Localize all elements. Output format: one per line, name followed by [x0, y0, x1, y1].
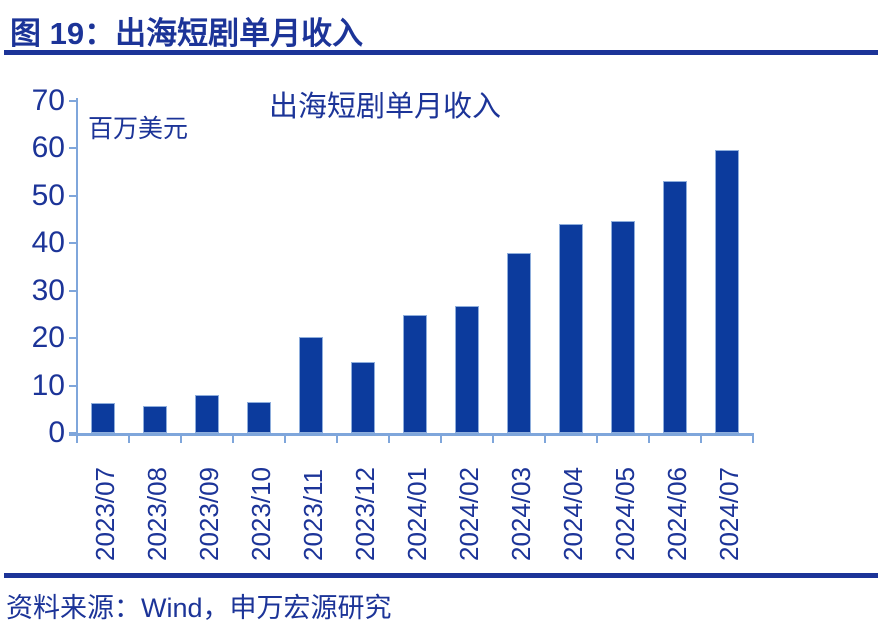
x-axis-tick	[596, 435, 598, 443]
x-axis-tick	[76, 435, 78, 443]
x-axis-line	[69, 433, 754, 436]
bar	[663, 181, 687, 433]
y-axis-tick	[69, 147, 77, 149]
x-axis-tick	[232, 435, 234, 443]
y-axis-tick-label: 50	[31, 178, 65, 212]
y-axis-tick	[69, 289, 77, 292]
bar	[507, 252, 531, 433]
x-axis-tick	[544, 435, 546, 443]
bar	[559, 223, 583, 433]
bar	[715, 149, 739, 433]
y-axis-tick	[69, 99, 77, 102]
x-axis-tick	[284, 435, 286, 443]
x-axis-tick	[440, 435, 442, 443]
x-axis-tick-label: 2024/07	[714, 467, 744, 561]
y-axis-line	[76, 98, 78, 435]
y-axis-tick	[69, 194, 77, 197]
x-axis-tick	[336, 435, 338, 443]
bar	[91, 403, 115, 433]
x-axis-tick	[128, 435, 130, 443]
y-axis-tick-label: 30	[31, 273, 65, 307]
x-axis-tick-label: 2023/09	[194, 467, 224, 561]
bar	[611, 220, 635, 433]
x-axis-tick-label: 2024/02	[454, 467, 484, 561]
y-axis-tick-label: 0	[48, 416, 65, 449]
x-axis-tick-label: 2024/01	[402, 467, 432, 561]
x-axis-tick-label: 2023/07	[90, 467, 120, 561]
bar	[403, 315, 427, 433]
y-axis-tick-label: 60	[31, 131, 65, 164]
x-axis-tick	[752, 435, 754, 443]
x-axis-tick-label: 2024/06	[662, 467, 692, 561]
y-axis-tick	[69, 242, 77, 244]
x-axis-tick-label: 2023/10	[246, 467, 276, 561]
x-axis-tick-label: 2024/03	[506, 467, 536, 561]
y-axis-tick-label: 20	[31, 321, 65, 354]
y-axis-unit-label: 百万美元	[88, 115, 189, 143]
y-axis-tick	[69, 337, 77, 339]
bar	[351, 361, 375, 433]
chart-title: 出海短剧单月收入	[269, 91, 502, 123]
source-text: 资料来源：Wind，申万宏源研究	[6, 593, 392, 623]
y-axis-tick	[69, 432, 77, 434]
x-axis-tick-label: 2024/05	[610, 467, 640, 561]
x-axis-tick-label: 2023/11	[298, 468, 328, 561]
y-axis-tick-label: 70	[31, 83, 65, 117]
y-axis-tick	[69, 384, 77, 387]
bar	[247, 402, 271, 433]
y-axis-tick-label: 40	[31, 226, 65, 259]
x-axis-tick-label: 2023/08	[142, 467, 172, 561]
x-axis-tick	[180, 435, 182, 443]
x-axis-tick	[388, 435, 390, 443]
x-axis-tick	[700, 435, 702, 443]
bar	[455, 306, 479, 433]
x-axis-tick-label: 2023/12	[350, 467, 380, 561]
figure-title: 图 19：出海短剧单月收入	[10, 16, 364, 51]
y-axis-tick-label: 10	[31, 368, 65, 402]
x-axis-tick	[492, 435, 494, 443]
x-axis-tick-label: 2024/04	[558, 467, 588, 561]
bar	[195, 395, 219, 433]
bar	[143, 406, 167, 433]
footer-divider	[4, 573, 878, 578]
header-divider	[4, 50, 878, 55]
bar	[299, 337, 323, 433]
x-axis-tick	[648, 435, 650, 443]
